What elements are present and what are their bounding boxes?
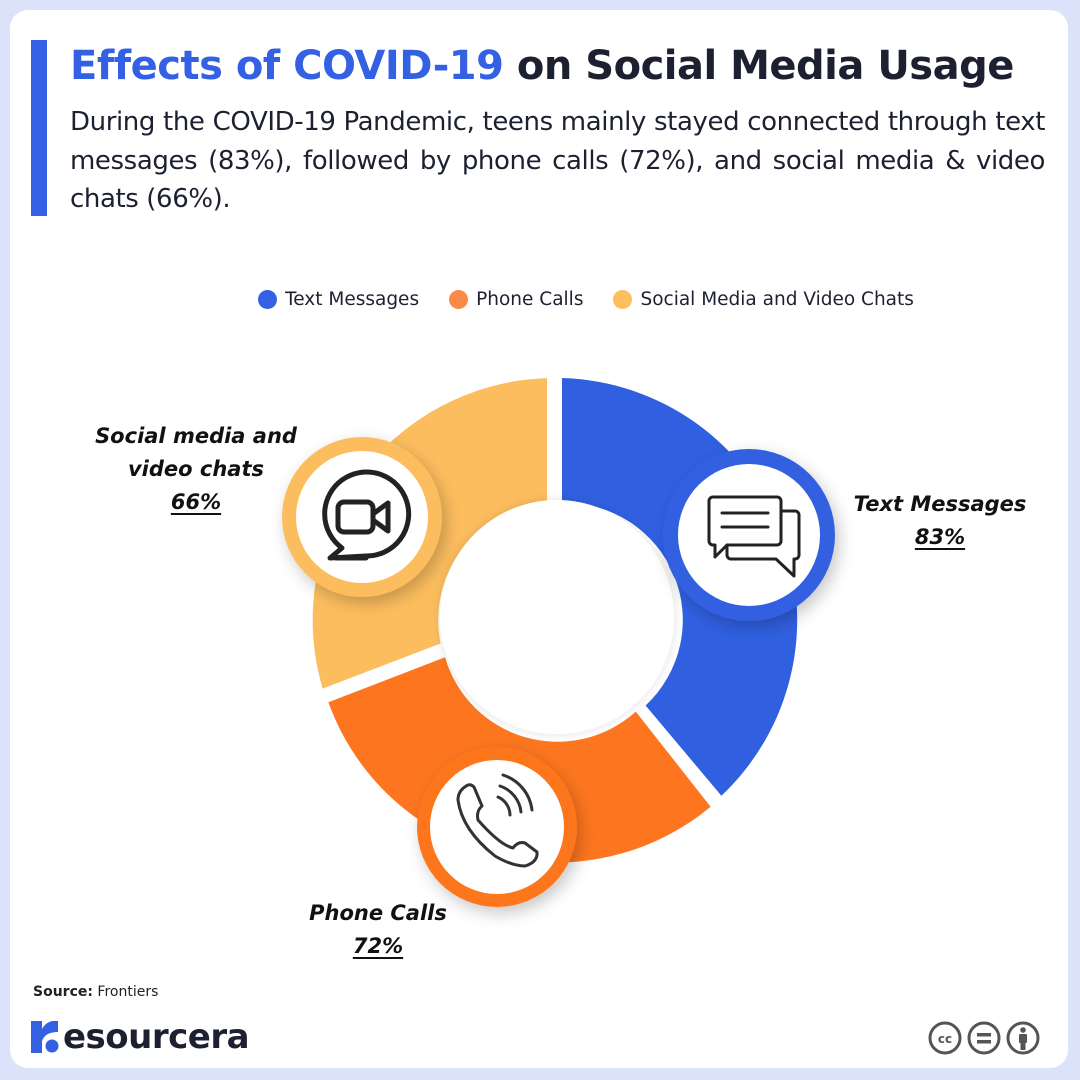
legend-label: Phone Calls <box>476 289 584 310</box>
page-title: Effects of COVID-19 on Social Media Usag… <box>70 40 1014 92</box>
resourcera-logo-mark-icon <box>31 1021 59 1053</box>
video-chat-icon <box>322 469 412 561</box>
chart-legend: Text Messages Phone Calls Social Media a… <box>0 289 1080 310</box>
title-accent-bar <box>31 40 47 216</box>
chat-bubbles-icon <box>707 495 801 578</box>
svg-text:cc: cc <box>938 1032 952 1046</box>
label-social-media: Social media and video chats 66% <box>80 420 312 519</box>
cc-icon: cc <box>928 1021 962 1055</box>
legend-dot-yellow <box>613 290 633 309</box>
title-highlight: Effects of COVID-19 <box>70 43 504 89</box>
label-title: Phone Calls <box>309 901 447 925</box>
source-label: Source: <box>33 984 93 1000</box>
legend-item-phone-calls: Phone Calls <box>449 289 583 310</box>
label-title-line2: video chats <box>127 457 264 481</box>
license-icons: cc <box>928 1021 1040 1055</box>
legend-item-text-messages: Text Messages <box>166 289 419 310</box>
phone-ringing-icon <box>456 773 539 868</box>
label-text-messages: Text Messages 83% <box>835 488 1045 554</box>
label-title: Text Messages <box>853 492 1027 516</box>
legend-label: Social Media and Video Chats <box>640 289 914 310</box>
legend-item-social-media: Social Media and Video Chats <box>613 289 914 310</box>
brand-logo: esourcera <box>31 1017 250 1057</box>
phone-calls-badge <box>417 747 577 907</box>
no-derivatives-icon <box>967 1021 1001 1055</box>
title-rest: on Social Media Usage <box>503 43 1014 89</box>
text-messages-badge <box>663 449 835 621</box>
label-percent: 66% <box>170 490 222 514</box>
legend-label: Text Messages <box>285 289 420 310</box>
source-value: Frontiers <box>92 984 159 1000</box>
label-title-line1: Social media and <box>95 424 297 448</box>
donut-hole <box>440 500 674 734</box>
subtitle: During the COVID-19 Pandemic, teens main… <box>70 107 1045 214</box>
brand-name: esourcera <box>63 1017 250 1057</box>
legend-dot-blue <box>258 290 278 309</box>
attribution-icon <box>1006 1021 1040 1055</box>
legend-dot-orange <box>449 290 469 309</box>
source-note: Source: Frontiers <box>33 984 158 1000</box>
label-percent: 72% <box>352 934 404 958</box>
label-phone-calls: Phone Calls 72% <box>278 897 478 963</box>
label-percent: 83% <box>914 525 966 549</box>
